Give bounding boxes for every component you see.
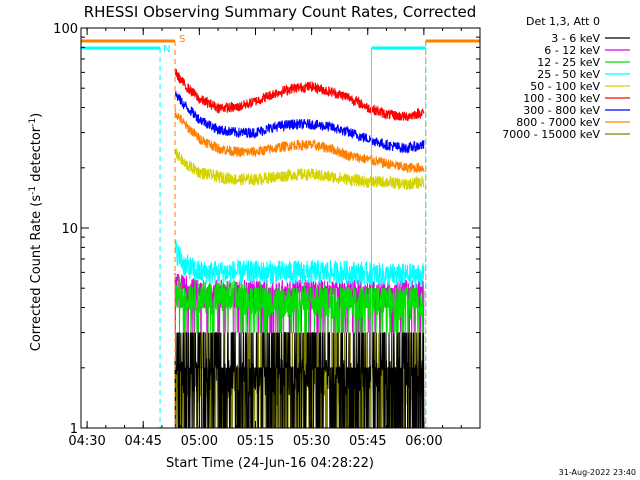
footer-date: 31-Aug-2022 23:40 xyxy=(559,468,636,477)
series-line xyxy=(174,275,425,334)
series-line xyxy=(174,107,425,173)
x-tick-label: 05:30 xyxy=(293,434,330,449)
series-line xyxy=(174,332,425,428)
series-curves xyxy=(174,68,425,428)
x-axis-ticks: 04:30 04:45 05:00 05:15 05:30 05:45 06:00 xyxy=(68,28,481,449)
legend-label: 3 - 6 keV xyxy=(551,32,600,45)
x-tick-label: 04:30 xyxy=(68,434,105,449)
legend-header: Det 1,3, Att 0 xyxy=(526,15,600,28)
y-tick-label: 100 xyxy=(53,22,78,37)
legend-label: 12 - 25 keV xyxy=(537,56,600,69)
legend-label: 100 - 300 keV xyxy=(523,92,600,105)
x-tick-label: 05:15 xyxy=(237,434,274,449)
legend-label: 6 - 12 keV xyxy=(544,44,600,57)
night-label: N xyxy=(163,44,170,55)
series-line xyxy=(174,68,425,121)
x-tick-label: 05:00 xyxy=(181,434,218,449)
legend-label: 800 - 7000 keV xyxy=(516,116,600,129)
series-line xyxy=(174,239,425,288)
plot-area: SN 04:30 04:45 05:00 05:15 05:30 05:45 06:00 1… xyxy=(53,22,481,449)
y-axis-ticks: 1 10 100 xyxy=(53,22,480,437)
legend-label: 25 - 50 keV xyxy=(537,68,600,81)
x-tick-label: 04:45 xyxy=(124,434,161,449)
series-line xyxy=(174,90,425,154)
legend-label: 7000 - 15000 keV xyxy=(502,128,600,141)
series-line xyxy=(174,148,425,190)
saa-label: S xyxy=(179,34,185,45)
legend-label: 50 - 100 keV xyxy=(530,80,600,93)
orbit-markers: SN xyxy=(81,34,480,428)
x-axis-label: Start Time (24-Jun-16 04:28:22) xyxy=(166,456,374,471)
y-axis-label: Corrected Count Rate (s-1 detector-1) xyxy=(28,113,44,351)
y-tick-label: 10 xyxy=(61,222,78,237)
y-tick-label: 1 xyxy=(70,422,78,437)
legend-label: 300 - 800 keV xyxy=(523,104,600,117)
x-tick-label: 05:45 xyxy=(349,434,386,449)
x-tick-label: 06:00 xyxy=(405,434,442,449)
chart-title: RHESSI Observing Summary Count Rates, Co… xyxy=(84,3,477,21)
